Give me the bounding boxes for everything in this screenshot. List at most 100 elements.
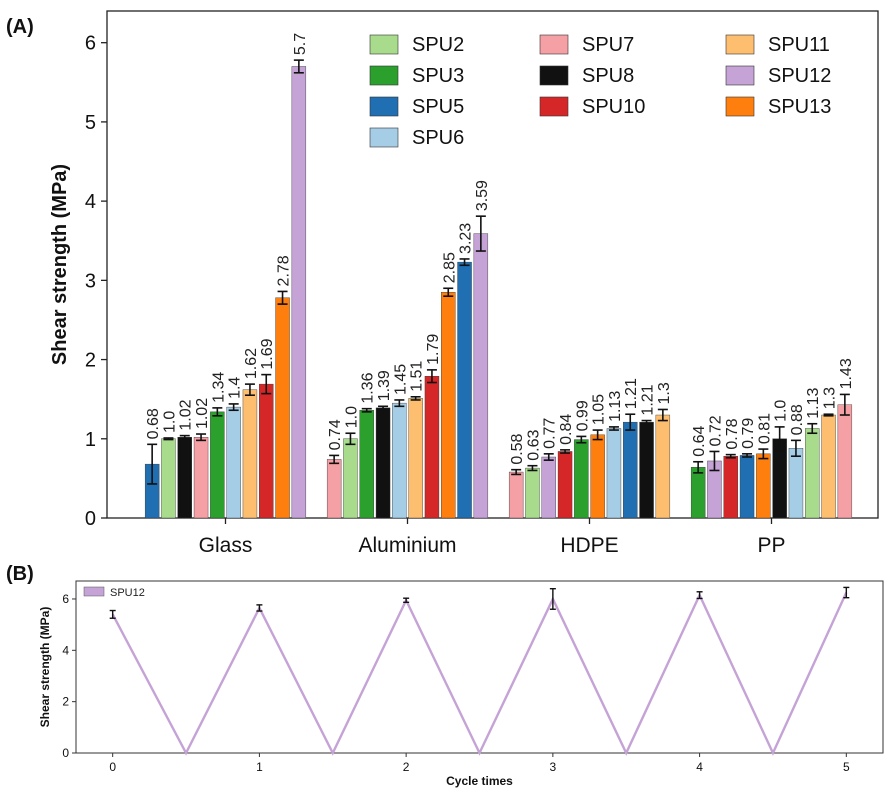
legend-b: SPU12 xyxy=(83,586,145,599)
data-label: 1.39 xyxy=(376,370,393,401)
bar xyxy=(242,389,258,519)
y-tick-label: 5 xyxy=(85,112,96,134)
x-tick-label: 2 xyxy=(403,760,410,774)
data-label: 0.78 xyxy=(724,418,741,449)
data-label: 1.13 xyxy=(607,391,624,422)
data-label: 3.23 xyxy=(458,223,475,254)
data-label: 1.02 xyxy=(178,399,195,430)
panel-a-label: (A) xyxy=(6,16,34,38)
legend-label: SPU11 xyxy=(768,34,830,56)
line-chart-panel: 0 2 4 6 0 1 2 3 4 5 Cycle times Shear strength (MPa… xyxy=(38,580,884,788)
bar xyxy=(210,411,225,519)
data-label: 1.34 xyxy=(210,372,227,403)
bar xyxy=(821,414,836,519)
bar xyxy=(557,451,573,519)
bar xyxy=(259,383,274,519)
data-label: 1.0 xyxy=(343,406,360,428)
data-label: 0.79 xyxy=(740,418,757,449)
x-category-label: PP xyxy=(757,534,785,557)
bar xyxy=(424,375,440,519)
bar xyxy=(788,448,804,519)
legend-swatch xyxy=(539,96,569,117)
y-tick-label: 4 xyxy=(85,191,96,213)
data-label: 1.62 xyxy=(243,348,260,379)
x-tick-label: 1 xyxy=(256,760,263,774)
bar xyxy=(392,402,407,519)
y-tick-label: 4 xyxy=(62,643,69,657)
legend-swatch xyxy=(539,34,569,55)
legend: SPU2 SPU3 SPU5 SPU6 SPU7 SPU8 SPU10 SPU11 SPU12 S… xyxy=(369,34,831,149)
data-label: 1.13 xyxy=(805,387,822,418)
bar xyxy=(161,438,176,519)
x-tick-label: 4 xyxy=(696,760,703,774)
data-label: 3.59 xyxy=(474,180,491,211)
data-label: 0.74 xyxy=(327,419,344,450)
bar xyxy=(408,398,423,519)
data-label: 0.88 xyxy=(789,404,806,435)
data-label: 1.0 xyxy=(161,411,178,433)
data-label: 2.78 xyxy=(276,255,293,286)
data-label: 0.81 xyxy=(756,413,773,444)
bar-group-pp: 0.64 0.72 0.78 0.79 0.811.0 0.881.13 1.31.43 PP xyxy=(690,358,855,557)
bar xyxy=(226,406,241,519)
bar xyxy=(343,438,358,519)
bar xyxy=(193,436,209,519)
bar xyxy=(739,455,755,519)
y-tick-label: 3 xyxy=(85,270,96,292)
data-label: 0.99 xyxy=(574,400,591,431)
legend-swatch xyxy=(83,586,105,597)
data-label: 0.63 xyxy=(525,429,542,460)
bar xyxy=(457,261,472,519)
bar xyxy=(655,414,671,519)
bar xyxy=(623,421,638,519)
bar xyxy=(541,456,556,519)
legend-swatch xyxy=(369,65,399,86)
data-label: 1.05 xyxy=(591,394,608,425)
data-label: 0.68 xyxy=(145,408,162,439)
bar xyxy=(574,439,589,519)
data-label: 5.7 xyxy=(292,33,309,55)
data-label: 0.64 xyxy=(691,426,708,457)
data-label: 0.84 xyxy=(558,414,575,445)
data-label: 1.69 xyxy=(259,338,276,369)
data-label: 1.36 xyxy=(360,372,377,403)
bar xyxy=(177,436,192,519)
bar xyxy=(359,410,374,519)
x-tick-label: 0 xyxy=(109,760,116,774)
data-label: 1.3 xyxy=(822,387,839,409)
legend-swatch xyxy=(369,127,399,148)
x-category-label: HDPE xyxy=(560,534,618,557)
legend-swatch xyxy=(725,65,755,86)
panel-b-label: (B) xyxy=(6,563,34,585)
y-tick-label: 6 xyxy=(62,592,69,606)
bar xyxy=(326,459,342,519)
legend-label: SPU5 xyxy=(412,96,464,118)
legend-label: SPU2 xyxy=(412,34,464,56)
x-category-label: Aluminium xyxy=(358,534,456,557)
data-label: 1.4 xyxy=(227,377,244,399)
bar xyxy=(590,434,605,519)
bar xyxy=(525,467,540,519)
bar xyxy=(275,297,290,519)
data-label: 1.3 xyxy=(656,382,673,404)
y-tick-label: 0 xyxy=(62,746,69,760)
bar xyxy=(639,421,654,519)
bar xyxy=(606,428,622,519)
data-label: 1.43 xyxy=(838,358,855,389)
legend-label: SPU13 xyxy=(768,96,831,118)
bar xyxy=(690,467,706,519)
y-axis-label: Shear strength (MPa) xyxy=(38,607,52,728)
legend-label: SPU3 xyxy=(412,65,464,87)
data-label: 1.45 xyxy=(392,364,409,395)
legend-swatch xyxy=(369,34,399,55)
x-axis-label: Cycle times xyxy=(446,774,513,788)
bar xyxy=(723,456,738,519)
data-label: 1.51 xyxy=(409,361,426,392)
plot-frame xyxy=(106,10,879,519)
y-tick-label: 1 xyxy=(85,429,96,451)
data-label: 1.02 xyxy=(194,398,211,429)
x-tick-label: 3 xyxy=(550,760,557,774)
bar xyxy=(508,471,524,519)
data-label: 1.79 xyxy=(425,334,442,365)
